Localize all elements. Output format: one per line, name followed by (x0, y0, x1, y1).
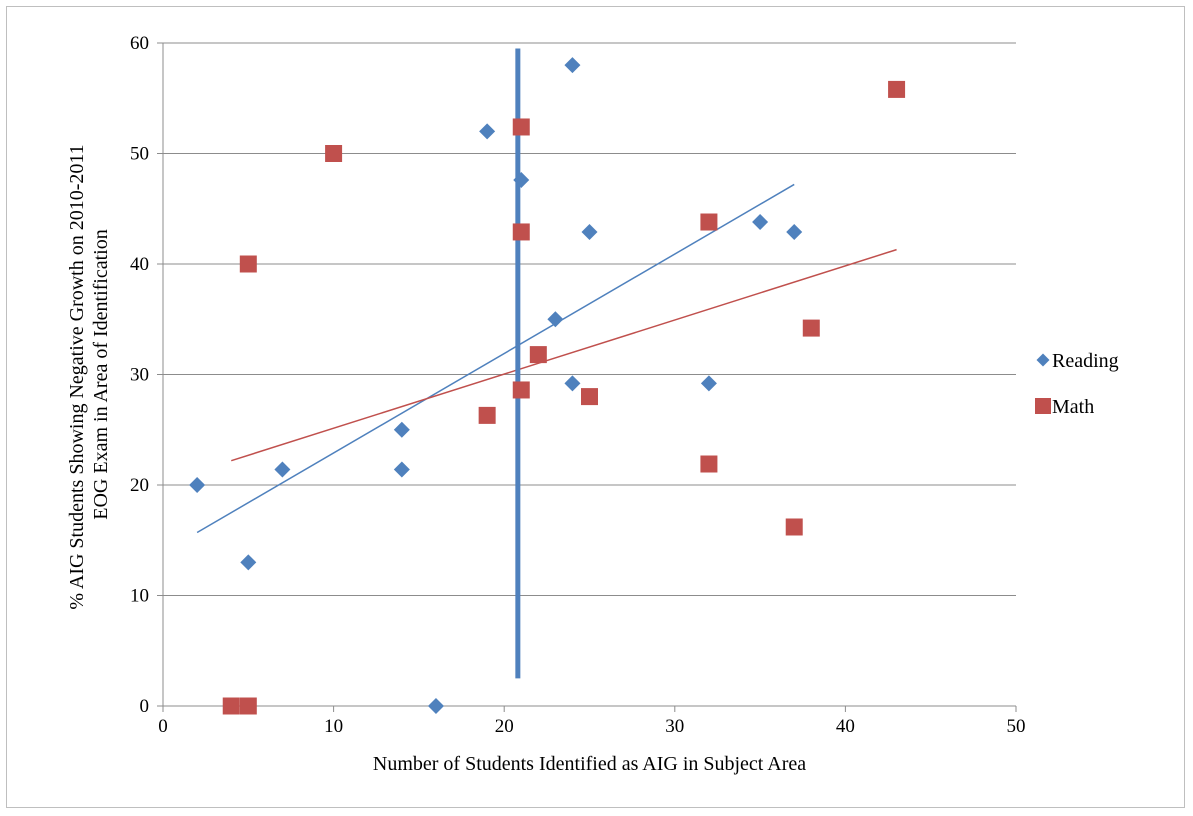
reading-point-13 (752, 214, 769, 231)
legend-label-reading: Reading (1052, 350, 1119, 372)
y-tick-label-10: 10 (130, 586, 149, 607)
math-point-5 (512, 118, 530, 136)
math-point-8 (529, 346, 547, 364)
y-tick-label-20: 20 (130, 475, 149, 496)
x-tick-label-20: 20 (495, 716, 514, 737)
math-point-12 (785, 518, 803, 536)
y-tick-label-0: 0 (140, 696, 150, 717)
math-point-0 (222, 697, 240, 715)
reading-point-1 (240, 554, 257, 571)
math-point-7 (512, 381, 530, 399)
math-point-9 (581, 388, 598, 406)
legend-marker-reading (1036, 353, 1050, 367)
axes (157, 42, 1017, 712)
scatter-chart: 0 10 20 30 40 50 0 10 20 30 40 50 60 Number of Stude… (66, 33, 1119, 775)
math-point-1 (239, 697, 257, 715)
x-tick-label-10: 10 (324, 716, 343, 737)
reading-point-3 (393, 421, 410, 438)
tick-labels: 0 10 20 30 40 50 0 10 20 30 40 50 60 (130, 33, 1026, 737)
reading-point-4 (393, 461, 410, 478)
y-axis-title-line-2: EOG Exam in Area of Identification (90, 229, 112, 519)
y-axis-title-line-1: % AIG Students Showing Negative Growth o… (66, 144, 88, 609)
reading-point-6 (479, 123, 496, 140)
legend-label-math: Math (1052, 396, 1094, 418)
y-tick-label-30: 30 (130, 365, 149, 386)
math-point-14 (888, 80, 906, 98)
reading-point-7 (513, 172, 530, 189)
reading-point-8 (547, 311, 564, 328)
x-tick-label-30: 30 (665, 716, 684, 737)
x-tick-label-40: 40 (836, 716, 855, 737)
reading-point-14 (786, 223, 803, 240)
math-point-11 (700, 455, 718, 473)
x-tick-label-0: 0 (158, 716, 168, 737)
reading-point-2 (274, 461, 291, 478)
legend-marker-math (1035, 398, 1051, 414)
data-points (189, 57, 906, 715)
y-axis-title: % AIG Students Showing Negative Growth o… (66, 139, 112, 609)
reading-point-9 (564, 57, 581, 74)
y-tick-label-40: 40 (130, 254, 149, 275)
trendline-math (231, 248, 897, 462)
gridlines (163, 42, 1016, 596)
reading-point-12 (700, 375, 717, 392)
trendlines (196, 183, 897, 534)
math-point-13 (802, 319, 820, 337)
reading-point-11 (581, 223, 598, 240)
x-tick-label-50: 50 (1007, 716, 1026, 737)
x-axis-title: Number of Students Identified as AIG in … (373, 753, 806, 775)
math-point-3 (325, 145, 343, 162)
math-point-2 (239, 255, 257, 273)
math-point-6 (512, 223, 530, 241)
trendline-reading (196, 183, 795, 534)
reading-point-10 (564, 375, 581, 392)
y-tick-label-60: 60 (130, 33, 149, 54)
y-tick-label-50: 50 (130, 144, 149, 165)
chart-frame: 0 10 20 30 40 50 0 10 20 30 40 50 60 Number of Stude… (6, 6, 1185, 808)
math-point-10 (700, 213, 718, 231)
legend: Reading Math (1035, 350, 1119, 418)
math-point-4 (478, 406, 496, 424)
reading-point-0 (189, 477, 206, 493)
reading-point-5 (427, 698, 444, 714)
